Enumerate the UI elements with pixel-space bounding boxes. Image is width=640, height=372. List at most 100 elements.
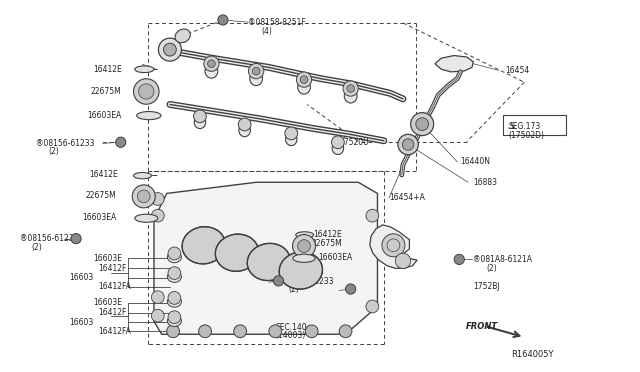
Text: 16603: 16603 bbox=[70, 318, 94, 327]
Ellipse shape bbox=[137, 112, 161, 120]
Circle shape bbox=[396, 253, 411, 269]
Circle shape bbox=[193, 110, 206, 123]
Ellipse shape bbox=[135, 214, 158, 222]
Ellipse shape bbox=[135, 66, 154, 73]
Circle shape bbox=[238, 118, 251, 131]
Circle shape bbox=[159, 38, 181, 61]
Text: 16454: 16454 bbox=[505, 66, 529, 75]
Circle shape bbox=[168, 311, 180, 324]
Text: 22675M: 22675M bbox=[86, 191, 116, 200]
Circle shape bbox=[305, 325, 318, 338]
Circle shape bbox=[339, 325, 352, 338]
Circle shape bbox=[398, 134, 419, 155]
Text: 16412FA: 16412FA bbox=[99, 282, 131, 291]
Ellipse shape bbox=[285, 133, 297, 145]
Text: 16412F: 16412F bbox=[99, 264, 127, 273]
Ellipse shape bbox=[168, 315, 181, 327]
Text: FRONT: FRONT bbox=[466, 321, 498, 331]
Circle shape bbox=[168, 292, 180, 304]
Text: 16603EA: 16603EA bbox=[87, 111, 121, 120]
Text: 16412E: 16412E bbox=[89, 170, 118, 179]
Text: 16603E: 16603E bbox=[93, 298, 122, 307]
Circle shape bbox=[152, 291, 164, 304]
Text: ®08156-61233: ®08156-61233 bbox=[36, 139, 94, 148]
Circle shape bbox=[198, 325, 211, 338]
Text: ®08156-61233: ®08156-61233 bbox=[275, 277, 334, 286]
Text: ®08156-61233: ®08156-61233 bbox=[20, 234, 78, 244]
Circle shape bbox=[296, 72, 312, 87]
Circle shape bbox=[298, 240, 310, 253]
Ellipse shape bbox=[293, 254, 316, 262]
Text: 16412E: 16412E bbox=[93, 65, 122, 74]
Text: (2): (2) bbox=[486, 264, 497, 273]
Circle shape bbox=[454, 254, 465, 264]
Text: (4): (4) bbox=[261, 26, 272, 36]
Circle shape bbox=[366, 209, 379, 222]
Text: 17520U: 17520U bbox=[339, 138, 369, 147]
Circle shape bbox=[234, 325, 246, 338]
Text: (17502D): (17502D) bbox=[508, 131, 545, 140]
Circle shape bbox=[152, 310, 164, 322]
Ellipse shape bbox=[168, 251, 181, 263]
Ellipse shape bbox=[168, 296, 181, 307]
Text: (2): (2) bbox=[288, 285, 299, 294]
Circle shape bbox=[403, 139, 414, 150]
Text: 16412E: 16412E bbox=[314, 230, 342, 240]
Circle shape bbox=[218, 15, 228, 25]
Circle shape bbox=[164, 43, 176, 56]
Ellipse shape bbox=[296, 232, 314, 238]
Ellipse shape bbox=[344, 89, 357, 103]
Text: 16603EA: 16603EA bbox=[83, 213, 116, 222]
Polygon shape bbox=[370, 225, 417, 268]
Circle shape bbox=[347, 85, 355, 92]
Circle shape bbox=[167, 325, 179, 338]
Ellipse shape bbox=[205, 64, 218, 78]
Text: (2): (2) bbox=[49, 147, 60, 156]
Circle shape bbox=[152, 209, 164, 222]
Text: SEC.140: SEC.140 bbox=[275, 323, 307, 332]
Circle shape bbox=[252, 67, 260, 75]
Ellipse shape bbox=[250, 71, 262, 86]
Circle shape bbox=[346, 284, 356, 294]
Circle shape bbox=[139, 84, 154, 99]
Text: SEG.173: SEG.173 bbox=[508, 122, 541, 131]
Ellipse shape bbox=[279, 252, 323, 289]
Circle shape bbox=[292, 235, 316, 257]
Circle shape bbox=[411, 113, 434, 135]
Circle shape bbox=[382, 234, 405, 257]
Ellipse shape bbox=[298, 80, 310, 94]
Ellipse shape bbox=[332, 142, 344, 154]
Circle shape bbox=[273, 276, 284, 286]
Circle shape bbox=[138, 190, 150, 203]
Circle shape bbox=[248, 64, 264, 79]
Text: R164005Y: R164005Y bbox=[511, 350, 554, 359]
Circle shape bbox=[300, 76, 308, 83]
Text: (14003): (14003) bbox=[275, 331, 305, 340]
Circle shape bbox=[204, 56, 219, 71]
Circle shape bbox=[168, 267, 180, 279]
Circle shape bbox=[416, 118, 429, 131]
Ellipse shape bbox=[175, 29, 190, 43]
Ellipse shape bbox=[134, 173, 152, 179]
Circle shape bbox=[116, 137, 126, 147]
Text: 1752BJ: 1752BJ bbox=[473, 282, 500, 291]
Text: 16440N: 16440N bbox=[461, 157, 490, 166]
Circle shape bbox=[71, 234, 81, 244]
Circle shape bbox=[285, 127, 298, 140]
Text: 16603: 16603 bbox=[70, 273, 94, 282]
Circle shape bbox=[332, 136, 344, 149]
Circle shape bbox=[207, 60, 215, 68]
Ellipse shape bbox=[168, 271, 181, 282]
Circle shape bbox=[134, 79, 159, 104]
Ellipse shape bbox=[247, 243, 291, 280]
Text: 16412F: 16412F bbox=[99, 308, 127, 317]
Text: 16603E: 16603E bbox=[93, 254, 122, 263]
Ellipse shape bbox=[215, 234, 259, 271]
Text: 22675M: 22675M bbox=[312, 239, 342, 248]
FancyBboxPatch shape bbox=[503, 115, 566, 135]
Text: (2): (2) bbox=[31, 243, 42, 252]
Text: 16412FA: 16412FA bbox=[99, 327, 131, 336]
Circle shape bbox=[152, 193, 164, 205]
Circle shape bbox=[168, 247, 180, 260]
Polygon shape bbox=[154, 182, 378, 334]
